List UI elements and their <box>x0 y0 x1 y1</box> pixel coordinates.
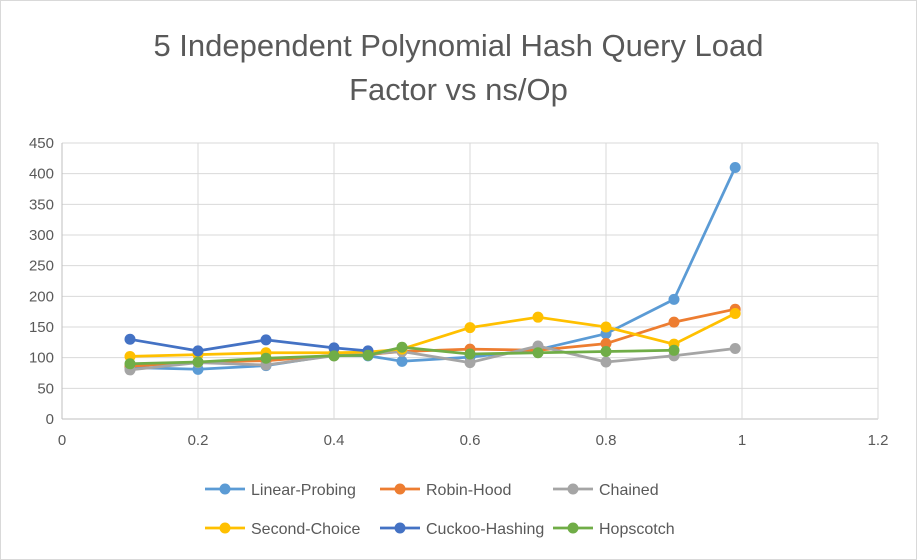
legend-label-robin-hood: Robin-Hood <box>426 482 511 499</box>
legend-label-hopscotch: Hopscotch <box>599 521 675 538</box>
chart-title-line-2: Factor vs ns/Op <box>349 72 568 107</box>
data-point-cuckoo-hashing-1 <box>192 345 204 357</box>
x-tick-label-0: 0 <box>58 432 66 449</box>
data-point-second-choice-6 <box>464 322 476 334</box>
legend-item-second-choice: Second-Choice <box>205 521 361 538</box>
y-tick-label-400: 400 <box>29 166 54 183</box>
x-tick-label-0.6: 0.6 <box>460 432 481 449</box>
y-tick-label-100: 100 <box>29 350 54 367</box>
data-point-chained-8 <box>600 356 612 368</box>
data-point-hopscotch-0 <box>124 358 136 370</box>
y-tick-label-300: 300 <box>29 227 54 244</box>
data-point-hopscotch-3 <box>328 350 340 362</box>
data-point-second-choice-7 <box>532 311 544 323</box>
legend-item-linear-probing: Linear-Probing <box>205 482 356 499</box>
x-tick-label-1: 1 <box>738 432 746 449</box>
x-tick-label-0.8: 0.8 <box>596 432 617 449</box>
chart-title-line-1: 5 Independent Polynomial Hash Query Load <box>153 28 764 63</box>
legend-swatch-marker <box>567 522 579 534</box>
data-point-chained-6 <box>464 357 476 369</box>
series-linear-probing <box>124 162 741 375</box>
legend-swatch-marker <box>394 522 406 534</box>
y-tick-label-200: 200 <box>29 288 54 305</box>
series-lines <box>124 162 741 376</box>
legend-item-chained: Chained <box>553 482 659 499</box>
data-point-cuckoo-hashing-3 <box>328 342 340 354</box>
legend-swatch-marker <box>219 483 231 495</box>
grid-lines <box>61 142 879 420</box>
legend-swatch-marker <box>567 483 579 495</box>
y-tick-label-250: 250 <box>29 258 54 275</box>
legend-item-robin-hood: Robin-Hood <box>380 482 511 499</box>
legend-label-cuckoo-hashing: Cuckoo-Hashing <box>426 521 544 538</box>
data-point-linear-probing-9 <box>668 293 680 305</box>
data-point-hopscotch-8 <box>600 346 612 358</box>
data-point-second-choice-8 <box>600 321 612 333</box>
data-point-robin-hood-8 <box>600 338 612 350</box>
data-point-second-choice-10 <box>729 308 741 320</box>
axis-ticks: 0 50 100 150 200 250 300 350 400 450 0 0.2 0.4 0.6 0.8… <box>29 135 888 449</box>
y-tick-label-150: 150 <box>29 319 54 336</box>
data-point-robin-hood-9 <box>668 316 680 328</box>
legend-item-cuckoo-hashing: Cuckoo-Hashing <box>380 521 544 538</box>
series-hopscotch <box>124 341 680 370</box>
y-tick-label-50: 50 <box>37 380 54 397</box>
legend-swatch-marker <box>219 522 231 534</box>
data-point-hopscotch-4 <box>362 349 374 361</box>
x-tick-label-1.2: 1.2 <box>868 432 889 449</box>
y-tick-label-0: 0 <box>46 411 54 428</box>
legend-label-chained: Chained <box>599 482 659 499</box>
y-tick-label-450: 450 <box>29 135 54 152</box>
data-point-hopscotch-6 <box>464 348 476 360</box>
legend-label-linear-probing: Linear-Probing <box>251 482 356 499</box>
legend-swatch-marker <box>394 483 406 495</box>
data-point-hopscotch-5 <box>396 341 408 353</box>
series-cuckoo-hashing <box>124 333 374 357</box>
data-point-hopscotch-2 <box>260 352 272 364</box>
data-point-cuckoo-hashing-2 <box>260 334 272 346</box>
legend-item-hopscotch: Hopscotch <box>553 521 675 538</box>
chart-title: 5 Independent Polynomial Hash Query Load… <box>0 24 917 112</box>
series-line-hopscotch <box>128 345 676 366</box>
data-point-cuckoo-hashing-0 <box>124 333 136 345</box>
data-point-linear-probing-5 <box>396 355 408 367</box>
x-tick-label-0.4: 0.4 <box>324 432 345 449</box>
y-tick-label-350: 350 <box>29 196 54 213</box>
data-point-chained-10 <box>729 342 741 354</box>
data-point-hopscotch-7 <box>532 347 544 359</box>
data-point-linear-probing-10 <box>729 162 741 174</box>
x-tick-label-0.2: 0.2 <box>188 432 209 449</box>
legend-label-second-choice: Second-Choice <box>251 521 361 538</box>
legend: Linear-Probing Robin-Hood Chained Second-Ch… <box>205 482 675 538</box>
data-point-hopscotch-1 <box>192 356 204 368</box>
series-second-choice <box>124 308 741 362</box>
data-point-hopscotch-9 <box>668 344 680 356</box>
